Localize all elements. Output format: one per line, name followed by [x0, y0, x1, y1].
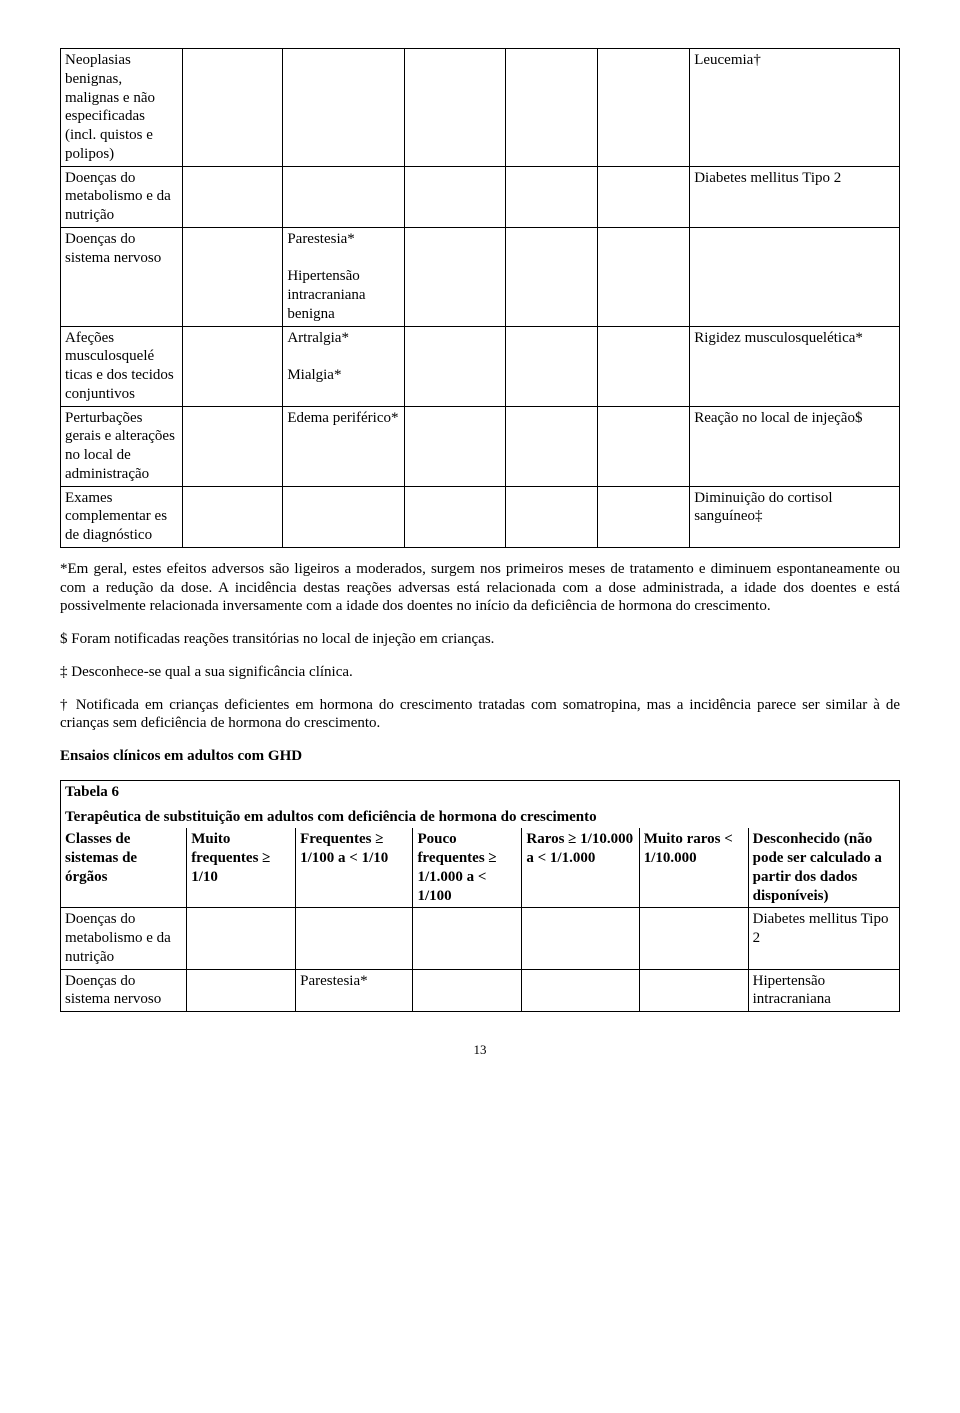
table-cell — [182, 49, 283, 167]
table-cell — [187, 908, 296, 969]
footnote-dagger: † Notificada em crianças deficientes em … — [60, 696, 900, 734]
table-cell: Neoplasias benignas, malignas e não espe… — [61, 49, 183, 167]
table-row: Neoplasias benignas, malignas e não espe… — [61, 49, 900, 167]
table-row: Perturbações gerais e alterações no loca… — [61, 406, 900, 486]
table2-subtitle: Terapêutica de substituição em adultos c… — [65, 809, 597, 825]
column-header: Muito raros < 1/10.000 — [639, 828, 748, 908]
table-cell — [296, 908, 413, 969]
table-cell: Parestesia*Hipertensão intracraniana ben… — [283, 227, 405, 326]
table-row: Doenças do sistema nervoso Parestesia*Hip… — [61, 227, 900, 326]
table-cell — [187, 969, 296, 1011]
table-cell — [283, 166, 405, 227]
table-cell — [182, 166, 283, 227]
table-row: Afeções musculosquelé ticas e dos tecido… — [61, 326, 900, 406]
table-cell — [522, 908, 639, 969]
table-cell: Artralgia*Mialgia* — [283, 326, 405, 406]
table-cell — [597, 227, 689, 326]
table-cell: Afeções musculosquelé ticas e dos tecido… — [61, 326, 183, 406]
table-cell: Doenças do sistema nervoso — [61, 969, 187, 1011]
table-row: Doenças do sistema nervoso Parestesia* Hip… — [61, 969, 899, 1011]
page-number: 13 — [60, 1042, 900, 1058]
table-cell: Hipertensão intracraniana — [748, 969, 899, 1011]
table-cell: Rigidez musculosquelética* — [690, 326, 900, 406]
table-cell — [639, 969, 748, 1011]
table-cell: Edema periférico* — [283, 406, 405, 486]
footnote-asterisk: *Em geral, estes efeitos adversos são li… — [60, 560, 900, 616]
footnote-doubledagger: ‡ Desconhece-se qual a sua significância… — [60, 663, 900, 682]
table-cell: Perturbações gerais e alterações no loca… — [61, 406, 183, 486]
table-cell — [597, 326, 689, 406]
table-cell — [505, 49, 597, 167]
column-header: Frequentes ≥ 1/100 a < 1/10 — [296, 828, 413, 908]
section-heading-ghd-adults: Ensaios clínicos em adultos com GHD — [60, 747, 900, 766]
table-cell: Reação no local de injeção$ — [690, 406, 900, 486]
table-row: Exames complementar es de diagnóstico Dim… — [61, 486, 900, 547]
table-row: Doenças do metabolismo e da nutrição Diab… — [61, 908, 899, 969]
table-cell — [597, 486, 689, 547]
column-header: Classes de sistemas de órgãos — [61, 828, 187, 908]
table-cell: Parestesia* — [296, 969, 413, 1011]
table-cell — [283, 49, 405, 167]
table-cell: Leucemia† — [690, 49, 900, 167]
table-cell — [505, 227, 597, 326]
table-cell: Diabetes mellitus Tipo 2 — [690, 166, 900, 227]
table-cell — [597, 166, 689, 227]
table-cell — [182, 406, 283, 486]
table-cell — [597, 406, 689, 486]
table-cell — [690, 227, 900, 326]
table-row: Doenças do metabolismo e da nutrição Diab… — [61, 166, 900, 227]
table-cell — [639, 908, 748, 969]
table-cell: Diminuição do cortisol sanguíneo‡ — [690, 486, 900, 547]
table-cell — [404, 227, 505, 326]
column-header: Desconhecido (não pode ser calculado a p… — [748, 828, 899, 908]
table-cell — [404, 49, 505, 167]
table-cell: Doenças do metabolismo e da nutrição — [61, 166, 183, 227]
table-cell — [404, 486, 505, 547]
table-cell — [404, 406, 505, 486]
table-cell — [505, 166, 597, 227]
table-cell: Diabetes mellitus Tipo 2 — [748, 908, 899, 969]
table-cell — [182, 227, 283, 326]
adverse-effects-table-1: Neoplasias benignas, malignas e não espe… — [60, 48, 900, 548]
adverse-effects-table-2: Tabela 6 Terapêutica de substituição em … — [60, 780, 900, 1012]
column-header: Muito frequentes ≥ 1/10 — [187, 828, 296, 908]
footnote-dollar: $ Foram notificadas reações transitórias… — [60, 630, 900, 649]
table-cell: Doenças do metabolismo e da nutrição — [61, 908, 187, 969]
column-header: Raros ≥ 1/10.000 a < 1/1.000 — [522, 828, 639, 908]
table-cell — [413, 969, 522, 1011]
table-cell — [182, 326, 283, 406]
table-cell — [182, 486, 283, 547]
table-cell — [505, 486, 597, 547]
table-cell — [505, 326, 597, 406]
table2-title: Tabela 6 — [65, 784, 119, 800]
table-cell — [505, 406, 597, 486]
table-cell — [404, 326, 505, 406]
table-cell — [413, 908, 522, 969]
column-header: Pouco frequentes ≥ 1/1.000 a < 1/100 — [413, 828, 522, 908]
table-cell — [522, 969, 639, 1011]
table-cell — [597, 49, 689, 167]
table-cell — [404, 166, 505, 227]
table-cell: Exames complementar es de diagnóstico — [61, 486, 183, 547]
table-cell — [283, 486, 405, 547]
table-cell: Doenças do sistema nervoso — [61, 227, 183, 326]
